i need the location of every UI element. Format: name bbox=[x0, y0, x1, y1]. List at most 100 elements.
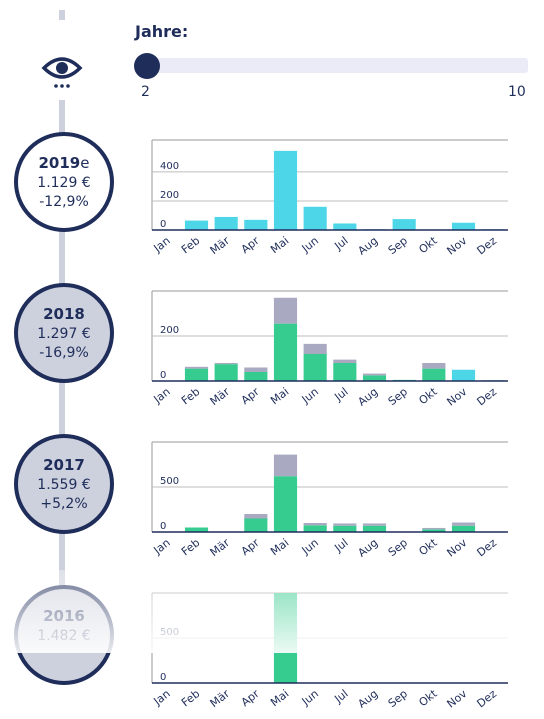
bar bbox=[422, 527, 446, 530]
x-tick-label: Jan bbox=[151, 536, 173, 557]
bar bbox=[451, 222, 476, 230]
year-label: 2016 bbox=[43, 607, 85, 625]
year-label: 2017 bbox=[43, 456, 85, 474]
x-tick-label: Aug bbox=[355, 687, 380, 710]
year-label: 2019e bbox=[38, 154, 90, 172]
bar bbox=[333, 359, 357, 363]
x-tick-label: Aug bbox=[355, 385, 380, 408]
x-tick-label: Jul bbox=[331, 687, 350, 706]
x-tick-label: Mär bbox=[208, 234, 233, 257]
bar bbox=[214, 216, 238, 230]
bar bbox=[244, 518, 268, 532]
bar bbox=[362, 375, 387, 381]
bar bbox=[451, 522, 476, 526]
y-tick-label: 500 bbox=[160, 627, 179, 638]
slider-max-label: 10 bbox=[508, 84, 526, 100]
bar bbox=[362, 523, 387, 526]
bar bbox=[244, 219, 268, 230]
chart-svg: 0 500 Jan Feb Mär Apr Mai Jun Jul Aug Sep Okt Nov Dez bbox=[151, 592, 508, 711]
bar bbox=[244, 514, 268, 519]
year-summary-2017[interactable]: 2017 1.559 € +5,2% bbox=[14, 434, 114, 534]
y-tick-label: 500 bbox=[160, 476, 179, 487]
view-toggle-button[interactable] bbox=[40, 52, 84, 92]
bar bbox=[333, 525, 357, 532]
x-tick-label: Mai bbox=[268, 234, 291, 256]
y-tick-label: 0 bbox=[160, 672, 166, 683]
bar bbox=[303, 206, 327, 230]
x-tick-label: Feb bbox=[179, 687, 202, 709]
x-tick-label: Jun bbox=[299, 385, 321, 406]
y-tick-label: 0 bbox=[160, 370, 166, 381]
monthly-chart-2017: 0 500 Jan Feb Mär Apr Mai Jun Jul Aug Sep Okt Nov Dez bbox=[130, 434, 520, 564]
chart-svg: 0 500 Jan Feb Mär Apr Mai Jun Jul Aug Sep Okt Nov Dez bbox=[151, 441, 508, 560]
x-tick-label: Mär bbox=[208, 687, 233, 710]
eye-icon bbox=[41, 57, 83, 79]
x-tick-label: Aug bbox=[355, 536, 380, 559]
x-tick-label: Apr bbox=[239, 687, 262, 709]
years-slider-handle[interactable] bbox=[134, 53, 160, 79]
x-tick-label: Jan bbox=[151, 385, 173, 406]
bar bbox=[303, 343, 327, 354]
bar bbox=[214, 364, 238, 381]
x-tick-label: Nov bbox=[444, 687, 469, 711]
bar bbox=[392, 219, 416, 230]
year-summary-2019[interactable]: 2019e 1.129 € -12,9% bbox=[14, 132, 114, 232]
timeline-line bbox=[59, 10, 65, 20]
x-tick-label: Okt bbox=[416, 687, 440, 710]
bar bbox=[244, 367, 268, 372]
bar bbox=[333, 363, 357, 381]
bar bbox=[422, 368, 446, 381]
bar bbox=[244, 372, 268, 381]
bar bbox=[273, 150, 298, 230]
x-tick-label: Feb bbox=[179, 234, 202, 256]
chart-svg: 0 200 400 Jan Feb Mär Apr Mai Jun Jul Aug Sep Okt Nov… bbox=[151, 139, 508, 258]
x-tick-label: Feb bbox=[179, 536, 202, 558]
bar bbox=[333, 223, 357, 230]
slider-label: Jahre: bbox=[135, 22, 189, 41]
chart-svg: 0 200 Jan Feb Mär Apr Mai Jun Jul Aug Sep Okt Nov Dez bbox=[151, 290, 508, 409]
x-tick-label: Mai bbox=[268, 687, 291, 709]
bar bbox=[362, 525, 387, 532]
x-tick-label: Jun bbox=[299, 234, 321, 255]
x-tick-label: Nov bbox=[444, 536, 469, 560]
x-tick-label: Mär bbox=[208, 385, 233, 408]
bar bbox=[184, 220, 209, 230]
x-tick-label: Okt bbox=[416, 385, 440, 408]
year-summary-2018[interactable]: 2018 1.297 € -16,9% bbox=[14, 283, 114, 383]
x-tick-label: Jan bbox=[151, 234, 173, 255]
years-slider-track[interactable] bbox=[146, 58, 528, 73]
year-change: -16,9% bbox=[39, 345, 89, 361]
x-tick-label: Nov bbox=[444, 385, 469, 409]
bar bbox=[214, 363, 238, 365]
bar bbox=[422, 529, 446, 532]
x-tick-label: Dez bbox=[474, 385, 499, 408]
year-amount: 1.129 € bbox=[37, 175, 91, 191]
y-tick-label: 200 bbox=[160, 190, 179, 201]
x-tick-label: Jul bbox=[331, 536, 350, 555]
bar bbox=[362, 373, 387, 376]
bar bbox=[273, 593, 298, 683]
x-tick-label: Mai bbox=[268, 385, 291, 407]
x-tick-label: Mär bbox=[208, 536, 233, 559]
bar bbox=[451, 525, 476, 532]
year-summary-2016[interactable]: 2016 1.482 € bbox=[14, 585, 114, 685]
x-tick-label: Nov bbox=[444, 234, 469, 258]
x-tick-label: Jun bbox=[299, 687, 321, 708]
y-tick-label: 0 bbox=[160, 521, 166, 532]
bar bbox=[303, 525, 327, 532]
y-tick-label: 200 bbox=[160, 325, 179, 336]
x-tick-label: Sep bbox=[386, 385, 410, 408]
x-tick-label: Dez bbox=[474, 687, 499, 710]
year-amount: 1.297 € bbox=[37, 326, 91, 342]
bar bbox=[333, 523, 357, 526]
x-tick-label: Apr bbox=[239, 234, 262, 256]
monthly-chart-2019: 0 200 400 Jan Feb Mär Apr Mai Jun Jul Aug Sep Okt Nov… bbox=[130, 132, 520, 262]
x-tick-label: Dez bbox=[474, 234, 499, 257]
year-change: +5,2% bbox=[40, 496, 88, 512]
bar bbox=[184, 366, 209, 369]
x-tick-label: Aug bbox=[355, 234, 380, 257]
x-tick-label: Apr bbox=[239, 536, 262, 558]
bar bbox=[273, 323, 298, 381]
monthly-chart-2016: 0 500 Jan Feb Mär Apr Mai Jun Jul Aug Sep Okt Nov Dez bbox=[130, 585, 520, 715]
x-tick-label: Sep bbox=[386, 687, 410, 710]
